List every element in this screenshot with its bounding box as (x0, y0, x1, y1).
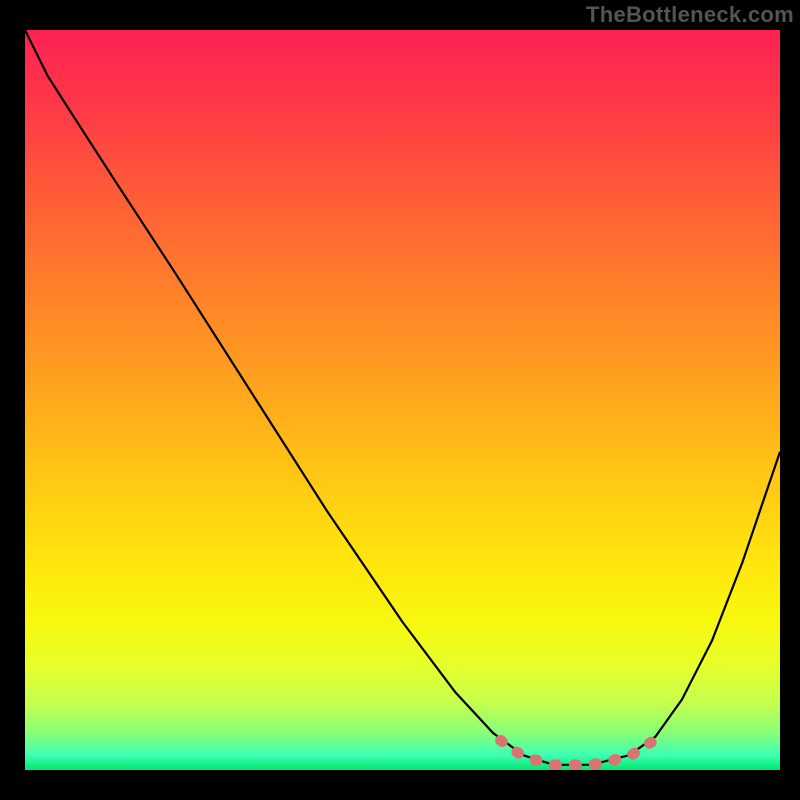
watermark-text: TheBottleneck.com (586, 2, 794, 28)
chart-frame (0, 0, 800, 800)
plot-area (25, 30, 780, 770)
gradient-fill-rect (25, 30, 780, 770)
chart-svg (25, 30, 780, 770)
